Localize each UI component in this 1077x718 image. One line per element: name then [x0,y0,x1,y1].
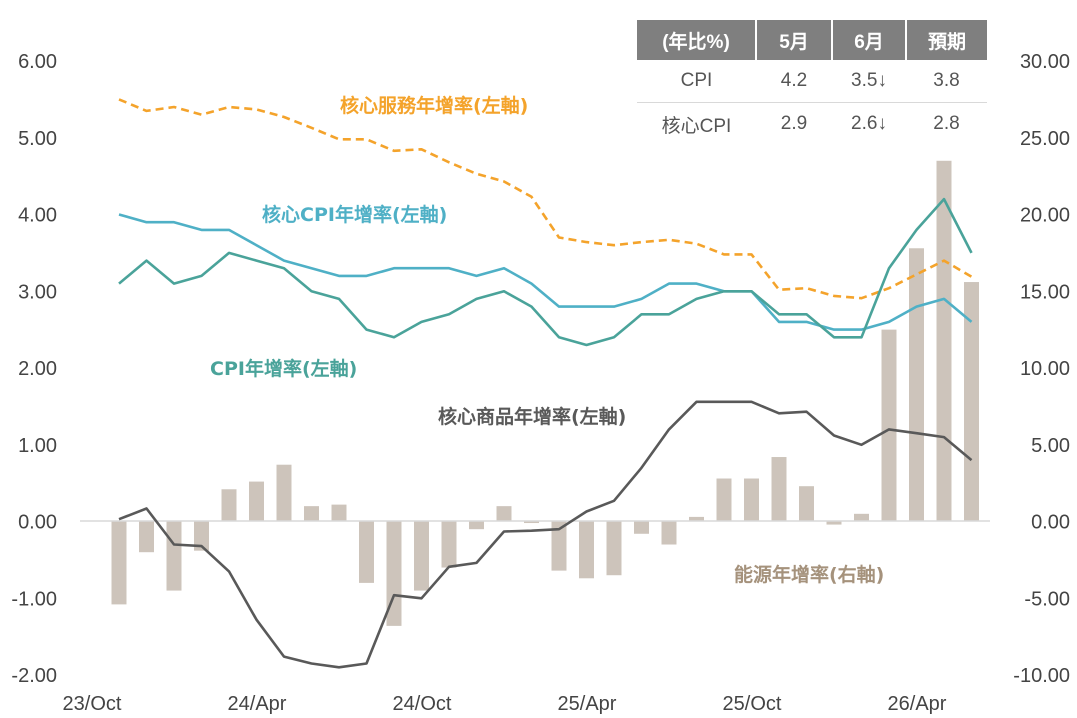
core-goods-line [118,400,973,669]
x-tick-label: 25/Oct [723,693,782,715]
energy-bar [496,506,512,522]
energy-bar [799,486,814,522]
y-left-tick-label: 5.00 [18,128,57,150]
energy-bar [579,521,594,579]
y-right-tick-label: 10.00 [1020,358,1070,380]
x-tick-label: 24/Apr [228,693,287,715]
energy-bar [826,521,842,525]
down-arrow-icon: ↓ [877,113,887,134]
energy-bar [414,521,429,591]
left-axis-ticks: 6.00 5.00 4.00 3.00 2.00 1.00 0.00 -1.00 -2.00 [11,51,57,687]
energy-bar [304,506,319,522]
energy-bar [716,478,732,522]
jun-value-text: 2.6 [851,113,878,134]
series-lines [118,98,973,669]
energy-bar [194,521,209,551]
x-tick-label: 26/Apr [888,693,947,715]
table-header-row: (年比%) 5月 6月 預期 [637,20,987,60]
y-left-tick-label: 2.00 [18,358,57,380]
x-tick-label: 24/Oct [393,693,452,715]
jun-value: 2.6↓ [832,103,906,146]
table-row: CPI 4.2 3.5↓ 3.8 [637,60,987,103]
energy-bars [111,160,979,626]
y-left-tick-label: 1.00 [18,435,57,457]
y-left-tick-label: -2.00 [11,665,57,687]
energy-bar [771,457,787,522]
down-arrow-icon: ↓ [877,70,887,91]
table-header-cell: 預期 [906,20,987,60]
energy-bar [276,464,292,522]
table-row: 核心CPI 2.9 2.6↓ 2.8 [637,103,987,146]
energy-label: 能源年增率(右軸) [734,563,884,586]
y-left-tick-label: 6.00 [18,51,57,73]
energy-bar [469,521,484,530]
energy-bar [111,521,127,605]
cpi-line [118,197,973,347]
energy-bar [139,521,154,553]
energy-bar [441,521,457,568]
y-right-tick-label: 30.00 [1020,51,1070,73]
may-value: 4.2 [756,60,832,103]
series-labels: 核心服務年增率(左軸) 核心CPI年增率(左軸) CPI年增率(左軸) 核心商品年增率… [210,94,884,586]
energy-bar [551,521,567,571]
energy-bar [524,521,539,524]
energy-bar [744,478,759,522]
y-left-tick-label: -1.00 [11,588,57,610]
energy-bar [606,521,622,576]
core-cpi-line [118,213,973,331]
energy-bar [661,521,677,545]
core-cpi-label: 核心CPI年增率(左軸) [262,203,447,226]
row-label: 核心CPI [661,115,732,137]
table-header-cell: 6月 [832,20,907,60]
y-right-tick-label: 20.00 [1020,205,1070,227]
table-header-cell: 5月 [756,20,833,60]
jun-value: 3.5↓ [832,60,906,103]
y-left-tick-label: 3.00 [18,281,57,303]
y-left-tick-label: 0.00 [18,512,57,534]
y-right-tick-label: 25.00 [1020,128,1070,150]
row-label: CPI [637,60,756,103]
energy-bar [964,282,979,522]
energy-bar [689,516,704,522]
energy-bar [881,329,897,522]
jun-value-text: 3.5 [851,70,878,91]
core-services-line [118,98,973,300]
cpi-label: CPI年增率(左軸) [210,357,357,380]
energy-bar [634,521,649,534]
expected-value: 3.8 [906,60,987,103]
energy-bar [854,513,869,522]
y-left-tick-label: 4.00 [18,205,57,227]
y-right-tick-label: 5.00 [1031,435,1070,457]
may-value: 2.9 [780,113,808,134]
x-axis-ticks: 23/Oct 24/Apr 24/Oct 25/Apr 25/Oct 26/Apr [63,693,947,715]
expected-value: 2.8 [933,113,960,134]
y-right-tick-label: 15.00 [1020,281,1070,303]
energy-bar [386,521,402,626]
y-right-tick-label: -10.00 [1013,665,1070,687]
y-right-tick-label: 0.00 [1031,512,1070,534]
x-tick-label: 23/Oct [63,693,122,715]
energy-bar [221,489,237,522]
x-tick-label: 25/Apr [558,693,617,715]
energy-bar [166,521,182,591]
energy-bar [249,481,264,522]
energy-bar [909,248,924,522]
core-goods-label: 核心商品年增率(左軸) [438,405,626,428]
right-axis-ticks: 30.00 25.00 20.00 15.00 10.00 5.00 0.00 -5.00 -1… [1013,51,1070,687]
core-services-label: 核心服務年增率(左軸) [340,94,528,117]
energy-bar [936,160,952,522]
energy-bar [331,504,347,522]
table-header-cell: (年比%) [637,20,757,60]
energy-bar [359,521,374,583]
cpi-summary-table: (年比%) 5月 6月 預期 CPI 4.2 3.5↓ 3.8 核心CPI 2.… [637,20,987,145]
y-right-tick-label: -5.00 [1024,588,1070,610]
